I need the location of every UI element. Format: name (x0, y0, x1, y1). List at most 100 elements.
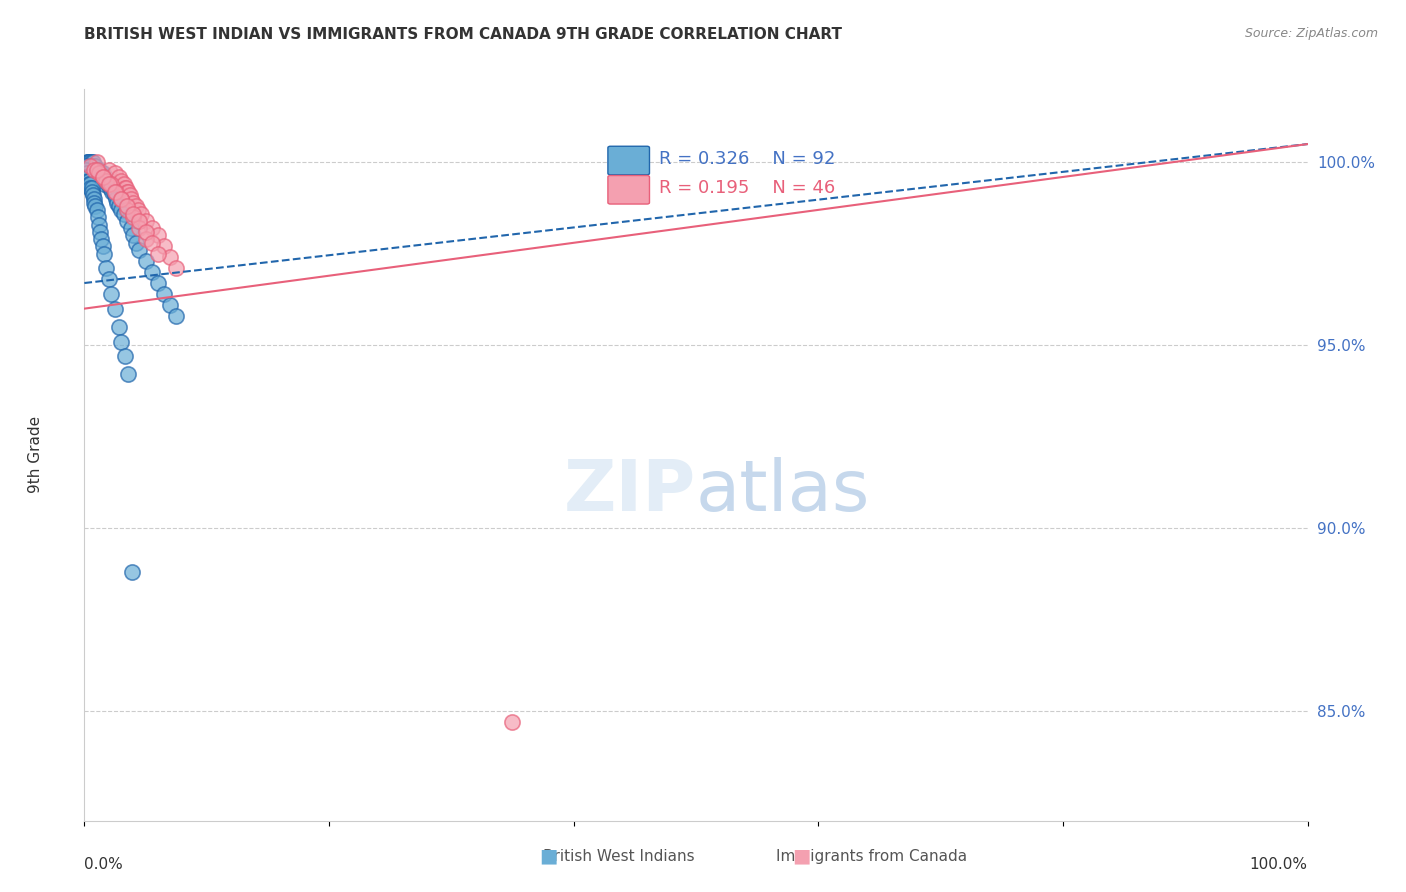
Point (83, 159, 105, 173)
Point (110, 202, 132, 217)
Point (80, 181, 103, 195)
Point (82, 162, 104, 177)
Point (77, 155, 100, 169)
Point (117, 185, 139, 199)
Point (114, 181, 136, 195)
Point (98, 181, 121, 195)
Text: R = 0.195    N = 46: R = 0.195 N = 46 (659, 179, 835, 197)
Point (83, 166, 105, 180)
Point (82, 166, 104, 180)
Point (84, 199, 107, 213)
Point (114, 349, 136, 363)
Point (82, 188, 104, 202)
Point (122, 210, 145, 224)
Point (83, 162, 105, 177)
Point (105, 195, 128, 210)
Point (83, 162, 105, 177)
Point (112, 206, 135, 220)
Point (79, 166, 101, 180)
Point (159, 298, 181, 312)
Point (96, 173, 118, 187)
Point (100, 181, 122, 195)
Point (97, 272, 120, 286)
Point (77, 169, 100, 184)
Point (75, 159, 97, 173)
Point (87, 162, 110, 177)
Point (77, 173, 100, 187)
Point (153, 287, 176, 301)
Point (83, 192, 105, 206)
Text: 100.0%: 100.0% (1250, 857, 1308, 872)
Point (90, 166, 112, 180)
Point (135, 225, 157, 239)
Point (100, 178, 122, 192)
Point (502, 714, 524, 729)
Point (97, 178, 120, 192)
Text: ■: ■ (538, 847, 558, 866)
Point (89, 225, 111, 239)
Point (129, 206, 152, 220)
Point (93, 178, 115, 192)
Point (103, 185, 125, 199)
Point (87, 166, 110, 180)
Point (135, 214, 157, 228)
Point (110, 334, 132, 349)
Point (146, 228, 169, 243)
Point (87, 162, 110, 177)
Point (79, 178, 101, 192)
Point (121, 565, 143, 579)
Point (105, 185, 128, 199)
Point (125, 199, 148, 213)
Point (104, 185, 127, 199)
Point (96, 173, 118, 187)
Point (80, 185, 103, 199)
Point (128, 214, 150, 228)
Point (89, 166, 111, 180)
Point (91, 169, 114, 184)
Point (97, 173, 120, 187)
Point (159, 251, 181, 265)
Point (165, 261, 187, 276)
Text: ■: ■ (792, 847, 811, 866)
Text: ZIP: ZIP (564, 457, 696, 526)
Point (76, 166, 98, 180)
Point (115, 199, 138, 213)
Point (107, 319, 129, 334)
Point (97, 162, 120, 177)
Point (84, 162, 107, 177)
Point (93, 169, 115, 184)
Point (125, 235, 148, 250)
Point (84, 159, 107, 173)
Point (153, 239, 176, 253)
Point (120, 192, 142, 206)
Point (90, 169, 112, 184)
Point (91, 166, 114, 180)
Point (146, 276, 169, 290)
Text: British West Indians: British West Indians (543, 849, 695, 863)
Point (146, 246, 169, 260)
Point (96, 261, 118, 276)
Text: atlas: atlas (696, 457, 870, 526)
Point (91, 173, 114, 187)
Point (110, 192, 132, 206)
Point (87, 169, 110, 184)
Point (80, 162, 103, 177)
Point (84, 166, 107, 180)
Text: Immigrants from Canada: Immigrants from Canada (776, 849, 967, 863)
Point (79, 159, 101, 173)
Point (80, 159, 103, 173)
Point (82, 155, 104, 169)
Point (117, 368, 139, 382)
Point (128, 243, 150, 257)
Point (118, 188, 141, 202)
Point (77, 155, 100, 169)
Point (79, 159, 101, 173)
Point (86, 155, 108, 169)
Point (141, 265, 163, 279)
FancyBboxPatch shape (607, 176, 650, 204)
Text: R = 0.326    N = 92: R = 0.326 N = 92 (659, 150, 835, 168)
Point (135, 232, 157, 246)
Text: 0.0%: 0.0% (84, 857, 124, 872)
Point (165, 309, 187, 323)
Point (91, 169, 114, 184)
